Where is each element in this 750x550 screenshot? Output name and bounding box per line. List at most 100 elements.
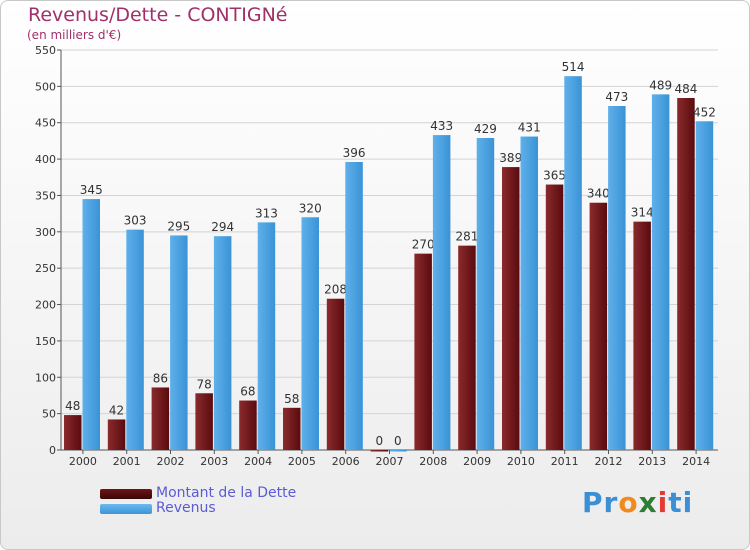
y-tick-label: 350 xyxy=(35,189,56,202)
bar-revenus xyxy=(82,199,100,450)
bar-dette xyxy=(239,400,257,450)
bar-revenus xyxy=(389,450,407,452)
bar-dette xyxy=(458,245,476,450)
bar-revenus xyxy=(651,94,670,450)
data-label-revenus: 514 xyxy=(562,60,585,74)
chart-title: Revenus/Dette - CONTIGNé xyxy=(28,4,288,26)
x-tick-label: 2009 xyxy=(463,455,491,468)
x-tick-label: 2014 xyxy=(682,455,710,468)
y-tick-label: 300 xyxy=(35,226,56,239)
data-label-revenus: 489 xyxy=(649,78,672,92)
data-label-revenus: 473 xyxy=(605,90,628,104)
data-label-dette: 484 xyxy=(674,82,697,96)
x-tick-label: 2006 xyxy=(332,455,360,468)
logo-letter: t xyxy=(668,486,683,519)
data-label-revenus: 429 xyxy=(474,122,497,136)
data-label-revenus: 0 xyxy=(394,434,402,448)
legend-swatch-revenus xyxy=(100,504,152,514)
y-tick-label: 250 xyxy=(35,262,56,275)
data-label-dette: 42 xyxy=(109,403,124,417)
data-label-revenus: 345 xyxy=(80,183,103,197)
bar-revenus xyxy=(432,135,451,450)
bar-dette xyxy=(633,221,651,450)
y-tick-label: 150 xyxy=(35,335,56,348)
x-tick-label: 2012 xyxy=(595,455,623,468)
data-label-dette: 365 xyxy=(543,169,566,183)
bar-dette xyxy=(107,419,126,450)
bar-dette xyxy=(502,167,520,450)
y-tick-label: 200 xyxy=(35,299,56,312)
legend-swatch-dette xyxy=(100,489,152,499)
x-tick-label: 2004 xyxy=(244,455,272,468)
legend-label-revenus: Revenus xyxy=(156,500,216,516)
bar-revenus xyxy=(564,76,582,450)
bar-dette xyxy=(64,415,82,450)
x-tick-label: 2007 xyxy=(376,455,404,468)
x-tick-label: 2002 xyxy=(157,455,185,468)
bar-revenus xyxy=(126,229,144,450)
bar-revenus xyxy=(213,236,232,450)
bar-dette xyxy=(414,253,432,450)
data-label-revenus: 452 xyxy=(693,105,716,119)
data-label-revenus: 294 xyxy=(211,220,234,234)
x-tick-label: 2010 xyxy=(507,455,535,468)
x-tick-label: 2000 xyxy=(69,455,97,468)
data-label-dette: 340 xyxy=(587,187,610,201)
bar-dette xyxy=(326,298,345,450)
data-label-revenus: 433 xyxy=(430,119,453,133)
logo-letter: o xyxy=(618,486,639,519)
x-tick-label: 2011 xyxy=(551,455,579,468)
logo-letter: i xyxy=(682,486,694,519)
bar-dette xyxy=(151,387,170,450)
y-tick-label: 450 xyxy=(35,117,56,130)
logo-letter: P xyxy=(582,486,604,519)
data-label-revenus: 431 xyxy=(518,121,541,135)
data-label-dette: 78 xyxy=(197,377,212,391)
data-label-dette: 314 xyxy=(631,206,654,220)
chart-subtitle: (en milliers d'€) xyxy=(27,28,122,42)
y-tick-label: 500 xyxy=(35,80,56,93)
data-label-revenus: 396 xyxy=(343,146,366,160)
data-label-dette: 389 xyxy=(499,151,522,165)
y-tick-label: 50 xyxy=(42,408,56,421)
bar-revenus xyxy=(345,162,363,450)
bar-revenus xyxy=(301,217,319,450)
legend-label-dette: Montant de la Dette xyxy=(156,485,297,501)
proxiti-logo: Proxiti xyxy=(582,486,693,519)
y-tick-label: 400 xyxy=(35,153,56,166)
logo-letter: r xyxy=(603,486,619,519)
x-tick-label: 2008 xyxy=(419,455,447,468)
data-label-dette: 58 xyxy=(284,392,299,406)
data-label-revenus: 320 xyxy=(299,201,322,215)
x-tick-label: 2005 xyxy=(288,455,316,468)
bar-dette xyxy=(589,202,608,450)
bar-dette xyxy=(545,184,564,450)
bar-revenus xyxy=(476,138,495,450)
data-label-dette: 0 xyxy=(376,434,384,448)
y-tick-label: 550 xyxy=(35,44,56,57)
bar-dette xyxy=(677,98,695,450)
x-tick-label: 2001 xyxy=(113,455,141,468)
bar-dette xyxy=(370,450,389,452)
y-tick-label: 0 xyxy=(49,444,56,457)
bar-revenus xyxy=(170,235,188,450)
bar-revenus xyxy=(520,136,538,450)
bar-revenus xyxy=(608,106,626,450)
bar-dette xyxy=(283,407,301,450)
bar-revenus xyxy=(695,121,714,450)
bar-revenus xyxy=(257,222,276,450)
logo-letter: i xyxy=(657,486,669,519)
bar-dette xyxy=(195,393,213,450)
data-label-dette: 270 xyxy=(412,238,435,252)
logo-letter: x xyxy=(638,486,658,519)
data-label-dette: 48 xyxy=(65,399,80,413)
x-tick-label: 2003 xyxy=(200,455,228,468)
data-label-revenus: 303 xyxy=(124,214,147,228)
x-tick-label: 2013 xyxy=(638,455,666,468)
data-label-dette: 281 xyxy=(455,230,478,244)
data-label-dette: 68 xyxy=(240,385,255,399)
data-label-dette: 208 xyxy=(324,283,347,297)
data-label-revenus: 313 xyxy=(255,206,278,220)
data-label-revenus: 295 xyxy=(167,219,190,233)
